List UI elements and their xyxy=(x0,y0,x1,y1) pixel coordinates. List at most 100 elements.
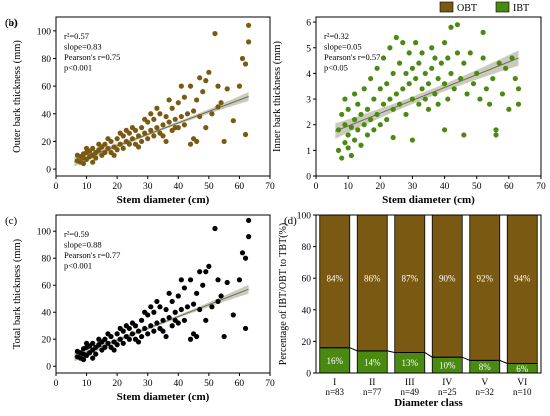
data-point xyxy=(348,152,354,159)
data-point xyxy=(358,142,364,148)
data-point xyxy=(377,86,383,92)
data-point xyxy=(371,127,377,133)
data-point xyxy=(361,86,367,92)
data-point xyxy=(172,309,178,315)
x-axis-label: Stem diameter (cm) xyxy=(117,194,210,206)
data-point xyxy=(358,111,364,118)
data-point xyxy=(345,132,351,138)
data-point xyxy=(139,317,145,323)
data-point xyxy=(102,149,108,156)
data-point xyxy=(120,340,126,346)
data-point xyxy=(190,301,197,307)
data-point xyxy=(93,155,99,161)
data-point xyxy=(178,113,184,120)
data-point xyxy=(400,40,406,46)
data-point xyxy=(230,118,236,124)
data-point xyxy=(126,336,132,342)
data-point xyxy=(429,65,435,71)
data-point xyxy=(515,101,522,107)
data-point xyxy=(145,136,151,142)
data-point xyxy=(413,75,419,82)
data-point xyxy=(448,70,454,77)
data-point xyxy=(368,75,374,82)
bar-label-ibt: 13% xyxy=(402,358,419,368)
x-tick-label: 60 xyxy=(235,182,245,192)
x-tick-label: II xyxy=(369,378,375,388)
data-point xyxy=(105,340,111,346)
bar-label-ibt: 8% xyxy=(479,362,492,372)
data-point xyxy=(480,29,486,35)
x-tick-label: I xyxy=(333,378,336,388)
data-point xyxy=(90,145,96,151)
data-point xyxy=(206,69,212,75)
data-point xyxy=(105,145,111,151)
data-point xyxy=(390,70,396,77)
x-tick-label: 0 xyxy=(54,182,59,192)
data-point xyxy=(429,45,435,51)
stat-pearson: Pearson's r=0.77 xyxy=(64,250,120,260)
data-point xyxy=(187,141,194,147)
data-point xyxy=(194,97,200,103)
data-point xyxy=(157,304,163,310)
data-point xyxy=(224,86,230,92)
data-point xyxy=(114,147,120,153)
data-point xyxy=(512,75,518,82)
data-point xyxy=(441,40,448,46)
data-point xyxy=(355,127,361,133)
data-point xyxy=(135,144,142,150)
data-point xyxy=(117,336,123,342)
data-point xyxy=(154,320,160,326)
data-point xyxy=(187,277,194,283)
data-point xyxy=(419,86,425,92)
bar-obt xyxy=(319,214,351,349)
x-tick-label: 40 xyxy=(174,379,184,389)
data-point xyxy=(345,106,351,112)
data-point xyxy=(83,340,90,346)
data-point xyxy=(461,60,467,66)
panel-label: (a) xyxy=(5,17,18,29)
panel-b: 0 10 20 30 40 50 60 70 0 1 2 3 4 5 6 Stem diameter (cm)… xyxy=(5,16,546,206)
data-point xyxy=(166,290,172,296)
y-tick-label: 1 xyxy=(306,147,311,157)
panel-label: (c) xyxy=(5,215,18,227)
data-point xyxy=(413,40,419,46)
data-point xyxy=(467,50,473,56)
bar-label-obt: 90% xyxy=(439,274,456,284)
x-tick-label: 0 xyxy=(314,182,319,192)
data-point xyxy=(445,96,451,102)
data-point xyxy=(123,127,129,133)
data-point xyxy=(111,152,117,158)
data-point xyxy=(160,317,166,323)
plot-frame xyxy=(55,214,271,374)
bar-label-obt: 94% xyxy=(514,274,531,284)
data-point xyxy=(432,55,438,61)
y-tick-label: 100 xyxy=(297,212,312,222)
data-point xyxy=(175,100,181,106)
data-point xyxy=(242,325,249,332)
bar-label-ibt: 16% xyxy=(327,356,344,366)
data-point xyxy=(203,125,209,131)
data-point xyxy=(172,317,178,323)
plot-frame xyxy=(315,214,542,374)
data-point xyxy=(464,91,470,97)
bar-ibt xyxy=(319,347,351,374)
data-point xyxy=(342,96,348,102)
data-point xyxy=(499,91,506,97)
x-tick-label: 70 xyxy=(265,182,275,192)
data-point xyxy=(406,50,412,56)
data-point xyxy=(209,111,215,117)
x-tick-label: 20 xyxy=(112,182,122,192)
y-tick-label: 0 xyxy=(46,363,51,373)
data-point xyxy=(419,50,425,56)
data-point xyxy=(496,60,502,66)
data-point xyxy=(483,86,489,92)
data-point xyxy=(351,137,358,143)
data-point xyxy=(157,111,163,117)
x-axis-label: Stem diameter (cm) xyxy=(382,194,475,206)
data-point xyxy=(515,86,522,92)
data-point xyxy=(117,141,123,147)
data-point xyxy=(181,122,187,128)
data-point xyxy=(441,81,448,87)
data-point xyxy=(206,263,212,269)
